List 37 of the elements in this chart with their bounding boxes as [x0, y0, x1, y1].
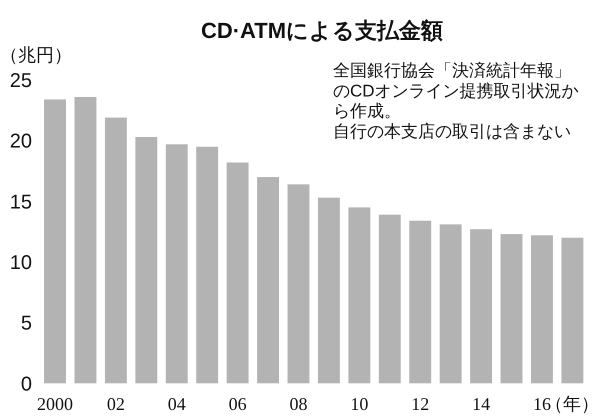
bar — [500, 234, 522, 384]
y-tick-label: 5 — [20, 312, 32, 335]
bar — [348, 207, 370, 384]
bar — [166, 144, 188, 384]
x-tick-label: 14 — [472, 394, 490, 414]
annotation: 自行の本支店の取引は含まない — [333, 122, 571, 141]
x-tick-label: 08 — [289, 394, 308, 414]
bar — [378, 214, 401, 384]
y-axis-title: （兆円） — [0, 45, 72, 65]
bar — [288, 184, 310, 384]
x-tick-label: 12 — [411, 394, 430, 414]
chart-title: CD·ATMによる支払金額 — [200, 18, 444, 43]
x-tick-label: 02 — [106, 394, 125, 414]
x-tick-label: 2000 — [37, 394, 74, 414]
bar — [440, 224, 462, 384]
x-tick-label: 06 — [228, 394, 247, 414]
bar — [135, 137, 158, 384]
x-tick-label: 16 — [532, 394, 551, 414]
x-tick-label: 10 — [350, 394, 368, 414]
bar — [318, 198, 340, 384]
bar — [409, 220, 432, 384]
bar — [530, 235, 553, 384]
bar — [470, 229, 492, 384]
annotation: 全国銀行協会「決済統計年報」のCDオンライン提携取引状況から作成。 — [333, 61, 579, 121]
bar — [104, 118, 127, 384]
bar — [226, 162, 249, 384]
y-tick-label: 20 — [10, 130, 32, 153]
bar — [74, 96, 96, 384]
bar — [44, 99, 66, 384]
y-tick-label: 15 — [10, 191, 32, 214]
x-tick-label: 04 — [168, 394, 186, 414]
bar — [561, 238, 584, 384]
bar — [257, 177, 280, 384]
bar — [196, 146, 218, 384]
y-tick-label: 10 — [10, 252, 32, 274]
y-tick-label: 25 — [10, 70, 32, 92]
y-tick-label: 0 — [20, 373, 32, 396]
